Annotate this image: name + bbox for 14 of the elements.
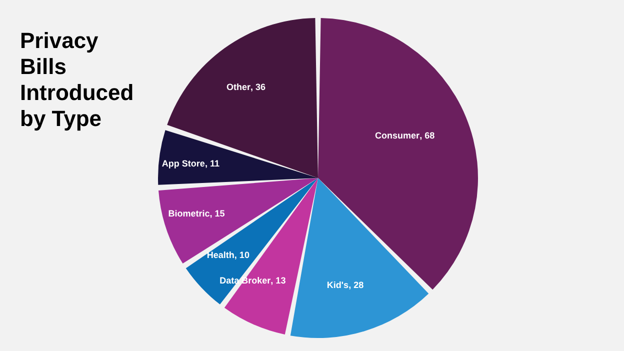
data-label: , 28 (348, 280, 364, 290)
data-label: , 36 (250, 82, 266, 92)
slice-label: App Store (162, 158, 205, 168)
data-label: , 68 (420, 130, 435, 140)
data-label: , 13 (270, 275, 286, 286)
slice-label: Kid's (326, 280, 349, 290)
slice-label: Health (206, 250, 234, 260)
data-label: , 10 (234, 250, 250, 260)
text: Privacy Bills Introduced by Type (20, 28, 134, 131)
data-label: , 11 (204, 158, 220, 168)
data-label: , 15 (210, 208, 225, 218)
slice-label: Other (226, 82, 251, 92)
slice-label: Biometric (168, 208, 210, 218)
slice-label: Consumer (375, 130, 420, 140)
